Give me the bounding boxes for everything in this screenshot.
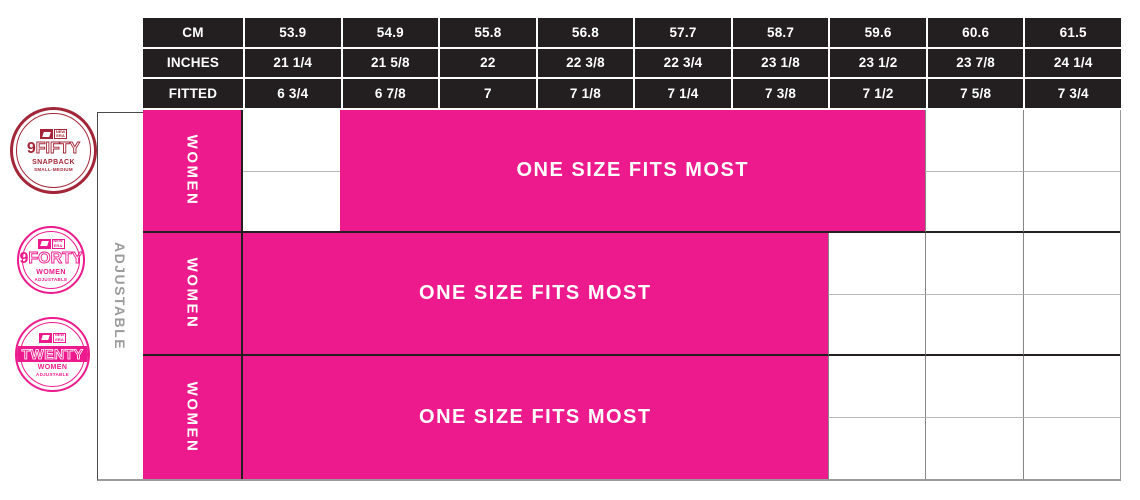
- empty-size-cell: [1022, 356, 1120, 418]
- size-coverage-table: WOMEN ONE SIZE FITS MOST WOMEN ONE SIZE …: [143, 110, 1121, 481]
- adjustable-column: ADJUSTABLE: [97, 112, 143, 481]
- new-era-wordmark: NEW ERA: [51, 238, 65, 249]
- header-fitted-value: 7: [440, 79, 536, 108]
- header-inches-value: 23 7/8: [927, 48, 1024, 78]
- empty-size-cell: [827, 417, 926, 479]
- header-inches-value: 22: [440, 48, 536, 78]
- new-era-flag-icon: [37, 238, 51, 249]
- empty-size-cell: [827, 294, 926, 356]
- empty-size-cell: [925, 171, 1023, 233]
- badge-product-name: TWENTY: [17, 345, 88, 362]
- header-fitted-value: 7 3/8: [732, 79, 829, 108]
- empty-size-cell: [1022, 294, 1120, 356]
- empty-size-cell: [925, 294, 1023, 356]
- row-fit-label: WOMEN: [143, 356, 243, 479]
- header-cm-value: 56.8: [537, 18, 634, 47]
- header-fitted-value: 6 3/4: [245, 79, 341, 108]
- badge-size-note: ADJUSTABLE: [36, 371, 69, 377]
- row-fit-label: WOMEN: [143, 110, 243, 233]
- header-inches-value: 21 5/8: [342, 48, 439, 78]
- empty-size-cell: [243, 110, 341, 172]
- badge-size-note: ADJUSTABLE: [34, 276, 68, 282]
- badge-9forty-women: NEW ERA 9 FORTY WOMEN ADJUSTABLE: [17, 226, 85, 294]
- new-era-logo: NEW ERA: [40, 129, 67, 139]
- empty-size-cell: [827, 233, 926, 295]
- header-inches-value: 23 1/2: [830, 48, 926, 78]
- badge-word-outline: FORTY: [28, 249, 83, 267]
- empty-size-cell: [925, 417, 1023, 479]
- header-fitted-value: 7 1/2: [830, 79, 926, 108]
- one-size-band-9forty: ONE SIZE FITS MOST: [243, 233, 828, 356]
- header-cm-value: 57.7: [635, 18, 731, 47]
- header-fitted-value: 7 1/4: [635, 79, 731, 108]
- header-cm-value: 58.7: [732, 18, 829, 47]
- header-cm-value: 53.9: [245, 18, 341, 47]
- size-header-table: CM 53.9 54.9 55.8 56.8 57.7 58.7 59.6 60…: [143, 18, 1121, 108]
- badge-subtitle: SNAPBACK: [32, 159, 75, 166]
- header-inches-value: 24 1/4: [1025, 48, 1121, 78]
- badge-subtitle: WOMEN: [37, 363, 68, 371]
- header-cm-value: 55.8: [440, 18, 536, 47]
- empty-size-cell: [827, 356, 926, 418]
- new-era-wordmark: NEW ERA: [53, 332, 66, 343]
- adjustable-label: ADJUSTABLE: [112, 241, 129, 351]
- header-row-label-cm: CM: [143, 18, 243, 47]
- one-size-band-twenty: ONE SIZE FITS MOST: [243, 356, 828, 479]
- badge-number: 9: [19, 249, 29, 267]
- badge-subtitle: WOMEN: [36, 268, 66, 276]
- empty-size-cell: [925, 356, 1023, 418]
- header-inches-value: 22 3/8: [537, 48, 634, 78]
- one-size-band-9fifty: ONE SIZE FITS MOST: [340, 110, 926, 233]
- new-era-flag-icon: [40, 129, 53, 139]
- header-cm-value: 54.9: [342, 18, 439, 47]
- new-era-flag-icon: [39, 332, 52, 343]
- empty-size-cell: [1022, 110, 1120, 172]
- empty-size-cell: [925, 233, 1023, 295]
- badge-size-note: SMALL-MEDIUM: [34, 167, 73, 172]
- header-cm-value: 60.6: [927, 18, 1024, 47]
- header-fitted-value: 7 3/4: [1025, 79, 1121, 108]
- header-row-label-fitted: FITTED: [143, 79, 243, 108]
- empty-size-cell: [1022, 171, 1120, 233]
- badge-9fifty-snapback: NEW ERA 9 FIFTY SNAPBACK SMALL-MEDIUM: [10, 107, 97, 194]
- women-label: WOMEN: [183, 381, 201, 454]
- new-era-wordmark: NEW ERA: [54, 129, 67, 139]
- empty-size-cell: [925, 110, 1023, 172]
- women-label: WOMEN: [183, 257, 201, 330]
- header-inches-value: 22 3/4: [635, 48, 731, 78]
- header-fitted-value: 7 1/8: [537, 79, 634, 108]
- row-fit-label: WOMEN: [143, 233, 243, 356]
- header-row-label-inches: INCHES: [143, 48, 243, 78]
- badge-word-outline: FIFTY: [35, 140, 81, 157]
- header-fitted-value: 6 7/8: [342, 79, 439, 108]
- empty-size-cell: [1022, 233, 1120, 295]
- empty-size-cell: [243, 171, 341, 233]
- new-era-logo: NEW ERA: [37, 238, 65, 249]
- header-cm-value: 61.5: [1025, 18, 1121, 47]
- badge-product-name: 9 FORTY: [19, 249, 83, 267]
- empty-size-cell: [1022, 417, 1120, 479]
- header-inches-value: 21 1/4: [245, 48, 341, 78]
- women-label: WOMEN: [183, 134, 201, 207]
- badge-product-name: 9 FIFTY: [26, 140, 81, 157]
- badge-number: 9: [26, 140, 36, 157]
- header-cm-value: 59.6: [830, 18, 926, 47]
- new-era-logo: NEW ERA: [39, 332, 66, 343]
- badge-twenty-women: NEW ERA TWENTY WOMEN ADJUSTABLE: [15, 317, 90, 392]
- header-fitted-value: 7 5/8: [927, 79, 1024, 108]
- header-inches-value: 23 1/8: [732, 48, 829, 78]
